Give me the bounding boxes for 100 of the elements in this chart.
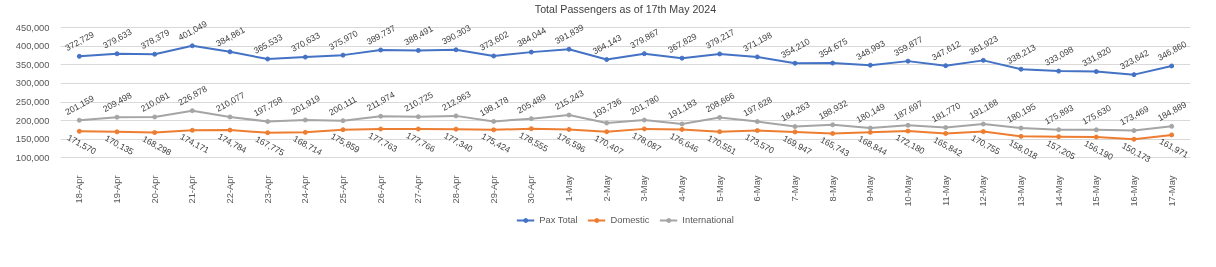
x-tick-label: 12-May (978, 175, 989, 207)
point (566, 112, 572, 118)
point (867, 125, 873, 131)
x-tick-label: 29-Apr (488, 175, 499, 204)
point (227, 127, 233, 133)
x-tick-label: 21-Apr (187, 175, 198, 204)
point (717, 114, 723, 120)
point (905, 122, 911, 128)
point (302, 129, 308, 135)
point (792, 129, 798, 135)
x-tick-label: 3-May (639, 175, 650, 202)
point (980, 57, 986, 63)
point (679, 121, 685, 127)
point (227, 114, 233, 120)
y-tick-label: 450,000 (15, 22, 50, 33)
x-tick-label: 7-May (790, 175, 800, 202)
point (641, 117, 647, 123)
legend-label: Pax Total (539, 215, 578, 225)
point (867, 129, 873, 135)
point (792, 124, 798, 130)
point (1093, 134, 1099, 140)
x-tick-label: 30-Apr (526, 175, 537, 204)
chart-title: Total Passengers as of 17th May 2024 (534, 2, 717, 15)
point (1131, 72, 1137, 78)
x-tick-label: 16-May (1129, 175, 1139, 207)
point (1093, 127, 1099, 133)
x-tick-label: 19-Apr (112, 175, 122, 204)
point (754, 128, 760, 134)
x-tick-label: 26-Apr (375, 175, 386, 204)
x-tick-label: 2-May (601, 175, 612, 202)
y-tick-label: 350,000 (15, 59, 50, 70)
point (453, 126, 459, 132)
point (415, 126, 421, 132)
point (76, 53, 82, 59)
point (302, 117, 308, 123)
x-tick-label: 11-May (940, 175, 951, 206)
point (265, 119, 271, 125)
point (980, 129, 986, 135)
point (491, 53, 497, 59)
point (114, 129, 120, 135)
point (265, 130, 271, 136)
legend-label: International (682, 215, 734, 225)
x-tick-label: 23-Apr (262, 175, 273, 204)
x-tick-label: 25-Apr (338, 175, 348, 204)
point (152, 130, 158, 136)
point (227, 49, 233, 55)
x-tick-label: 20-Apr (149, 175, 160, 204)
point (1018, 133, 1024, 139)
x-tick-label: 8-May (827, 175, 838, 202)
point (189, 43, 195, 49)
y-tick-label: 200,000 (15, 115, 50, 126)
point (943, 63, 949, 69)
point (980, 121, 986, 127)
point (340, 118, 346, 124)
y-tick-label: 400,000 (15, 41, 50, 52)
point (566, 46, 572, 52)
point (152, 51, 158, 57)
point (641, 126, 647, 132)
x-tick-label: 17-May (1166, 175, 1177, 207)
point (378, 113, 384, 119)
point (604, 57, 610, 63)
point (378, 47, 384, 53)
point (1131, 128, 1137, 134)
x-tick-label: 1-May (564, 175, 574, 202)
point (189, 127, 195, 133)
point (830, 60, 836, 66)
point (905, 128, 911, 134)
point (641, 51, 647, 57)
point (528, 126, 534, 132)
x-tick-label: 9-May (865, 175, 876, 202)
point (1169, 63, 1175, 69)
x-tick-label: 24-Apr (300, 175, 311, 204)
point (76, 117, 82, 123)
point (491, 118, 497, 124)
point (679, 55, 685, 61)
x-tick-label: 10-May (903, 175, 913, 207)
point (754, 119, 760, 125)
point (604, 120, 610, 126)
x-tick-label: 6-May (752, 175, 763, 202)
point (528, 116, 534, 122)
point (491, 127, 497, 133)
x-tick-label: 22-Apr (225, 175, 235, 204)
x-tick-label: 18-Apr (74, 175, 85, 204)
point (830, 122, 836, 128)
point (1056, 134, 1062, 140)
point (114, 51, 120, 57)
point (528, 49, 534, 55)
x-tick-label: 28-Apr (451, 175, 461, 204)
point (717, 129, 723, 135)
y-tick-label: 250,000 (15, 97, 50, 108)
point (1018, 125, 1024, 131)
point (792, 60, 798, 66)
point (453, 47, 459, 53)
point (114, 114, 120, 120)
point (340, 52, 346, 58)
point (604, 129, 610, 135)
point (340, 127, 346, 133)
point (378, 126, 384, 132)
point (1131, 136, 1137, 142)
point (1169, 132, 1175, 138)
